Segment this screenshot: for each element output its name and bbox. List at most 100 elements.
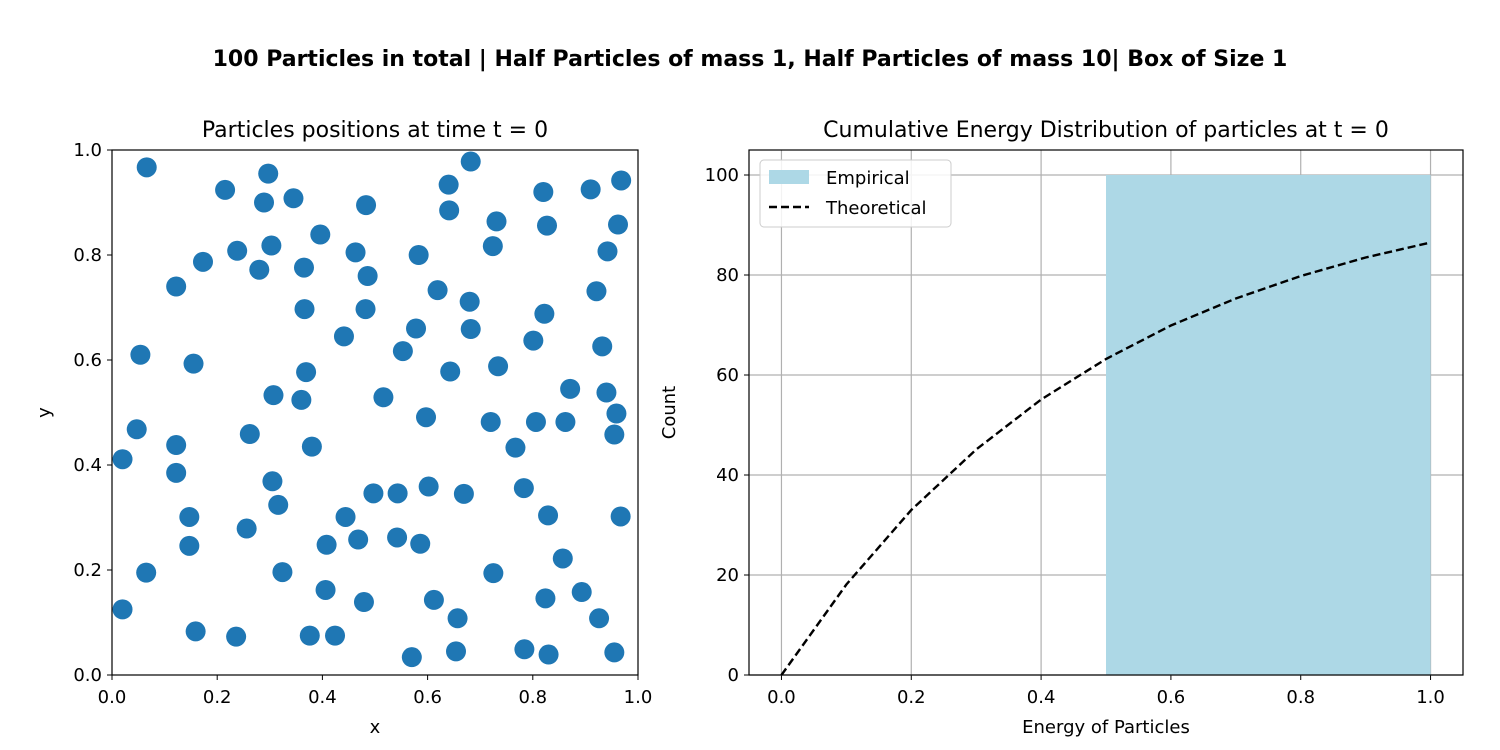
scatter-point <box>355 299 376 320</box>
scatter-point <box>418 476 439 497</box>
scatter-point <box>112 449 133 470</box>
scatter-point <box>604 424 625 445</box>
scatter-point <box>453 483 474 504</box>
scatter-point <box>537 215 558 236</box>
scatter-axes-frame <box>111 149 639 676</box>
scatter-point <box>560 378 581 399</box>
scatter-point <box>357 266 378 286</box>
scatter-point <box>325 625 346 646</box>
scatter-point <box>604 642 625 663</box>
energy-x-tick-label: 0.0 <box>767 687 796 708</box>
scatter-point <box>215 179 236 200</box>
scatter-point <box>608 214 629 235</box>
scatter-point <box>416 407 437 428</box>
scatter-point <box>592 336 613 357</box>
scatter-point <box>333 326 354 347</box>
scatter-point <box>571 582 592 603</box>
scatter-point <box>353 592 374 613</box>
scatter-point <box>166 435 187 456</box>
scatter-point <box>136 157 157 178</box>
scatter-point <box>446 641 467 662</box>
scatter-y-tick-label: 1.0 <box>73 140 102 161</box>
scatter-point <box>555 411 576 432</box>
scatter-x-tick-label: 0.8 <box>518 687 547 708</box>
scatter-point <box>482 236 503 257</box>
scatter-point <box>268 494 289 515</box>
energy-x-axis-label: Energy of Particles <box>1022 717 1190 738</box>
figure-title: 100 Particles in total | Half Particles … <box>212 47 1288 72</box>
scatter-point <box>459 291 480 312</box>
scatter-point <box>533 182 554 202</box>
scatter-point <box>525 411 546 432</box>
scatter-point <box>227 240 248 261</box>
scatter-y-tick-label: 0.6 <box>73 350 102 371</box>
scatter-point <box>363 483 384 504</box>
scatter-x-tick-label: 0.4 <box>308 687 337 708</box>
scatter-point <box>226 626 247 647</box>
scatter-x-tick-label: 0.6 <box>413 687 442 708</box>
scatter-point <box>296 362 317 383</box>
scatter-point <box>440 361 461 382</box>
scatter-point <box>483 563 504 584</box>
scatter-point <box>480 411 501 432</box>
scatter-point <box>447 608 468 629</box>
scatter-point <box>410 533 431 554</box>
scatter-y-tick-label: 0.4 <box>73 455 102 476</box>
scatter-point <box>505 437 526 458</box>
legend-label-theoretical: Theoretical <box>825 198 927 219</box>
scatter-point <box>523 330 544 351</box>
scatter-point <box>293 257 314 278</box>
scatter-point <box>401 647 422 668</box>
scatter-point <box>460 151 481 172</box>
scatter-point <box>345 242 366 263</box>
scatter-point <box>179 506 200 527</box>
scatter-point <box>392 341 413 362</box>
legend-label-empirical: Empirical <box>826 168 910 189</box>
scatter-point <box>552 548 573 569</box>
energy-x-tick-label: 0.8 <box>1286 687 1315 708</box>
scatter-point <box>513 478 534 499</box>
energy-y-axis-label: Count <box>659 386 680 439</box>
scatter-point <box>534 303 555 324</box>
scatter-point <box>258 163 279 184</box>
scatter-point <box>423 589 444 610</box>
scatter-point <box>427 280 448 301</box>
scatter-point <box>606 403 627 424</box>
legend-swatch-empirical <box>769 170 809 184</box>
scatter-x-tick-label: 0.0 <box>98 687 127 708</box>
energy-title: Cumulative Energy Distribution of partic… <box>823 118 1389 143</box>
scatter-x-axis-label: x <box>370 717 381 738</box>
scatter-title: Particles positions at time t = 0 <box>202 118 548 143</box>
scatter-point <box>611 170 632 191</box>
scatter-point <box>373 387 394 408</box>
energy-x-tick-label: 0.4 <box>1027 687 1056 708</box>
scatter-point <box>263 385 284 406</box>
scatter-point <box>610 506 631 527</box>
scatter-point <box>580 179 601 200</box>
scatter-point <box>596 382 617 403</box>
energy-y-tick-label: 60 <box>716 365 739 386</box>
scatter-point <box>597 241 618 262</box>
scatter-point <box>239 424 260 445</box>
scatter-y-tick-label: 0.0 <box>73 665 102 686</box>
scatter-point <box>439 200 460 221</box>
scatter-x-tick-label: 0.2 <box>203 687 232 708</box>
scatter-point <box>586 281 607 302</box>
scatter-point <box>387 527 408 548</box>
scatter-point <box>408 245 429 265</box>
scatter-point <box>514 639 535 660</box>
energy-y-tick-label: 80 <box>716 265 739 286</box>
scatter-point <box>335 506 356 527</box>
scatter-y-tick-label: 0.2 <box>73 560 102 581</box>
scatter-point <box>136 562 157 583</box>
scatter-point <box>316 534 337 555</box>
scatter-point <box>299 625 320 646</box>
scatter-point <box>262 471 283 492</box>
scatter-point <box>301 436 322 457</box>
energy-bar <box>1106 175 1431 675</box>
scatter-point <box>261 235 282 256</box>
scatter-point <box>291 389 312 410</box>
scatter-point <box>183 353 204 374</box>
scatter-point <box>348 529 369 550</box>
